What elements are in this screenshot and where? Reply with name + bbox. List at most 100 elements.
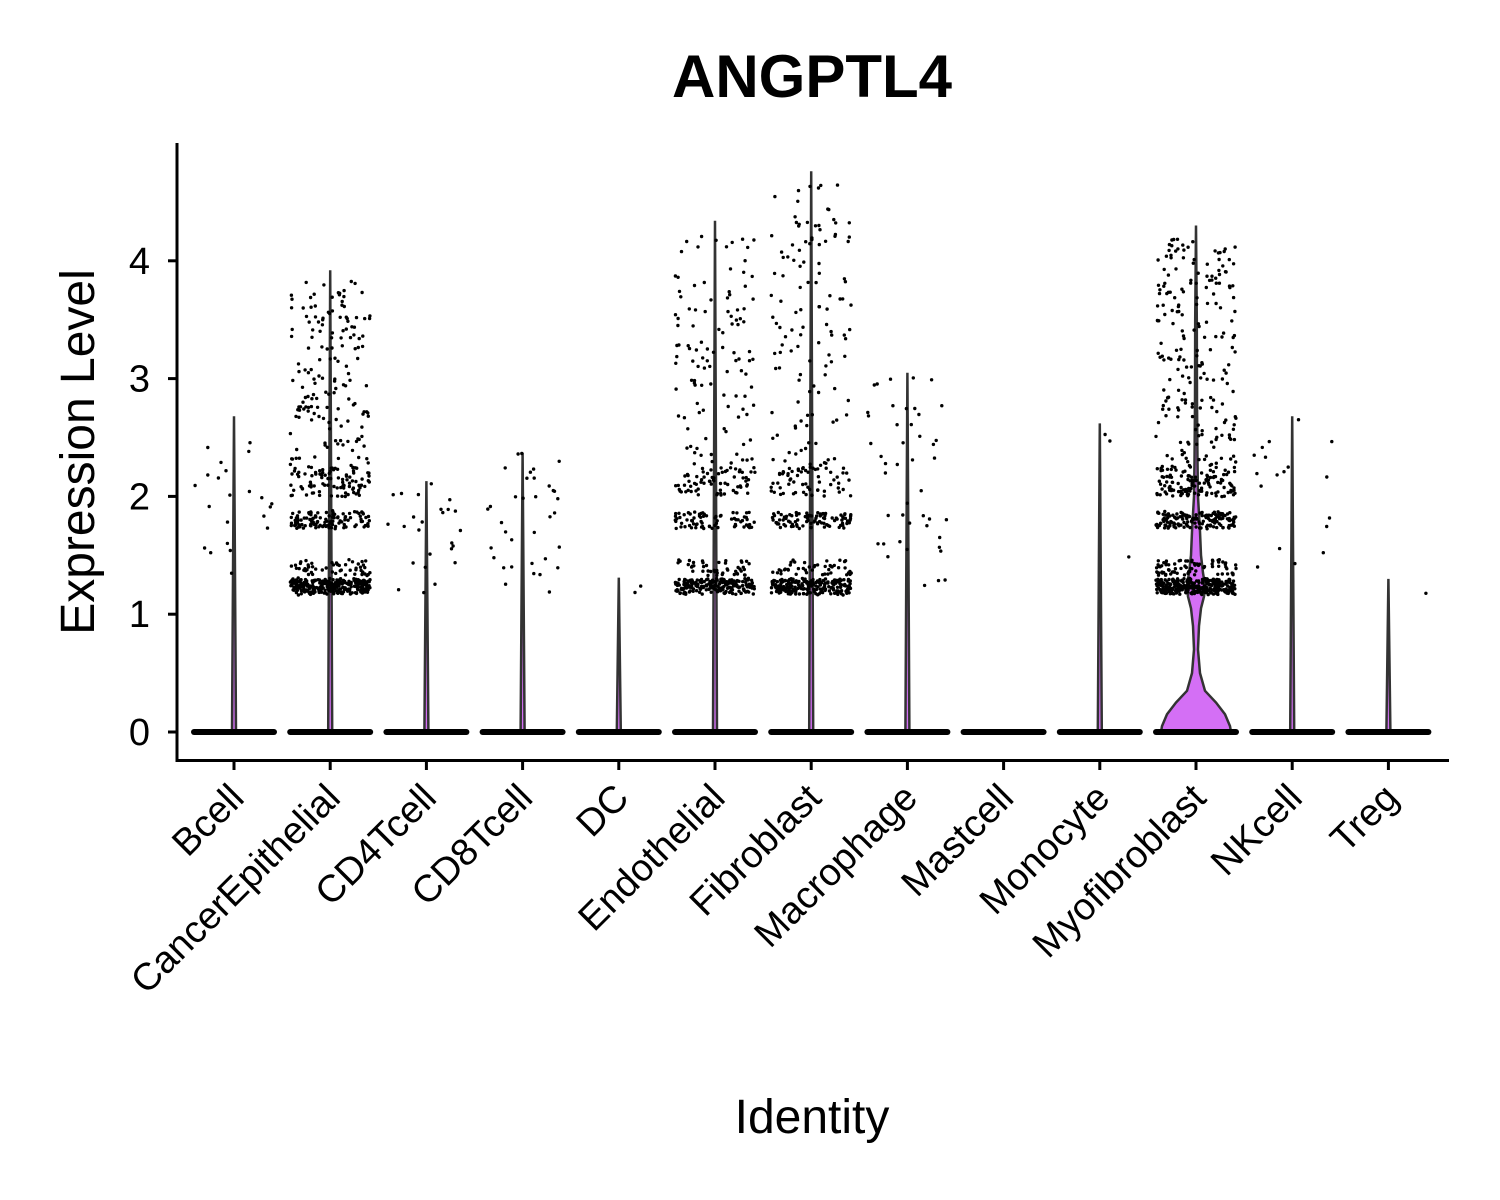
data-point bbox=[1216, 480, 1220, 485]
data-point bbox=[532, 571, 536, 576]
data-point bbox=[365, 457, 369, 461]
data-point bbox=[317, 414, 321, 419]
data-point bbox=[349, 279, 353, 284]
data-point bbox=[1179, 474, 1184, 478]
data-point bbox=[323, 443, 327, 447]
data-point bbox=[368, 578, 372, 582]
data-point bbox=[340, 344, 344, 348]
data-point bbox=[689, 526, 694, 530]
data-point bbox=[1231, 262, 1236, 266]
data-point bbox=[366, 479, 370, 483]
data-point bbox=[704, 563, 709, 568]
data-point bbox=[919, 489, 923, 493]
data-point bbox=[333, 439, 338, 443]
data-point bbox=[751, 297, 755, 301]
data-point bbox=[206, 445, 210, 450]
data-point bbox=[1162, 561, 1166, 565]
data-point bbox=[333, 377, 337, 381]
data-point bbox=[845, 519, 850, 523]
data-point bbox=[715, 519, 719, 523]
data-point bbox=[843, 337, 848, 341]
data-point bbox=[1234, 416, 1238, 420]
data-point bbox=[866, 410, 870, 415]
data-point bbox=[801, 490, 806, 494]
data-point bbox=[781, 491, 785, 496]
data-point bbox=[794, 220, 799, 225]
data-point bbox=[1193, 475, 1198, 479]
data-point bbox=[753, 470, 757, 474]
data-point bbox=[216, 476, 221, 480]
data-point bbox=[699, 525, 704, 529]
data-point bbox=[298, 405, 303, 409]
data-point bbox=[1176, 367, 1180, 372]
data-point bbox=[336, 476, 341, 480]
data-point bbox=[701, 408, 705, 412]
data-point bbox=[1160, 487, 1164, 491]
data-point bbox=[361, 512, 365, 516]
data-point bbox=[789, 560, 793, 564]
data-point bbox=[1175, 237, 1180, 241]
data-point bbox=[702, 280, 706, 285]
data-point bbox=[345, 478, 349, 482]
data-point bbox=[687, 346, 692, 351]
data-point bbox=[1221, 264, 1225, 268]
data-point bbox=[1164, 399, 1168, 403]
data-point bbox=[306, 371, 311, 375]
data-point bbox=[817, 242, 821, 247]
data-point bbox=[901, 441, 905, 445]
data-point bbox=[786, 472, 790, 476]
data-point bbox=[683, 525, 687, 529]
data-point bbox=[789, 583, 793, 588]
data-point bbox=[1180, 452, 1185, 457]
data-point bbox=[779, 581, 783, 586]
data-point bbox=[822, 489, 827, 493]
data-point bbox=[324, 510, 329, 515]
data-point bbox=[313, 578, 318, 582]
data-point bbox=[262, 514, 266, 518]
data-point bbox=[691, 589, 695, 593]
data-point bbox=[316, 511, 320, 515]
data-point bbox=[357, 493, 361, 497]
data-point bbox=[1199, 486, 1204, 490]
data-point bbox=[207, 504, 211, 509]
data-point bbox=[1156, 283, 1161, 287]
data-point bbox=[1217, 522, 1222, 526]
data-point bbox=[829, 329, 833, 334]
violin-body bbox=[423, 481, 430, 734]
data-point bbox=[1167, 525, 1171, 529]
data-point bbox=[734, 358, 738, 363]
data-point bbox=[548, 515, 552, 519]
data-point bbox=[322, 591, 326, 595]
data-point bbox=[721, 345, 725, 350]
data-point bbox=[288, 462, 293, 467]
data-point bbox=[1190, 414, 1195, 419]
data-point bbox=[320, 475, 324, 480]
data-point bbox=[1196, 579, 1201, 583]
data-point bbox=[848, 327, 852, 332]
data-point bbox=[329, 476, 333, 481]
data-point bbox=[841, 487, 845, 492]
data-point bbox=[733, 523, 738, 528]
data-point bbox=[742, 588, 746, 593]
data-point bbox=[776, 481, 780, 485]
data-point bbox=[1210, 274, 1214, 278]
data-point bbox=[333, 524, 338, 529]
data-point bbox=[675, 343, 679, 348]
data-point bbox=[344, 327, 348, 331]
data-point bbox=[838, 297, 842, 301]
data-point bbox=[1189, 475, 1194, 479]
data-point bbox=[1232, 465, 1237, 470]
data-point bbox=[909, 422, 913, 427]
data-point bbox=[347, 481, 352, 485]
data-point bbox=[1163, 578, 1167, 582]
data-point bbox=[752, 238, 756, 242]
data-point bbox=[1170, 570, 1175, 574]
data-point bbox=[725, 369, 729, 374]
data-point bbox=[1172, 237, 1176, 242]
data-point bbox=[825, 559, 829, 563]
data-point bbox=[1231, 454, 1236, 458]
data-point bbox=[1325, 524, 1329, 529]
data-point bbox=[339, 424, 343, 428]
data-point bbox=[350, 448, 355, 453]
data-point bbox=[743, 394, 747, 398]
